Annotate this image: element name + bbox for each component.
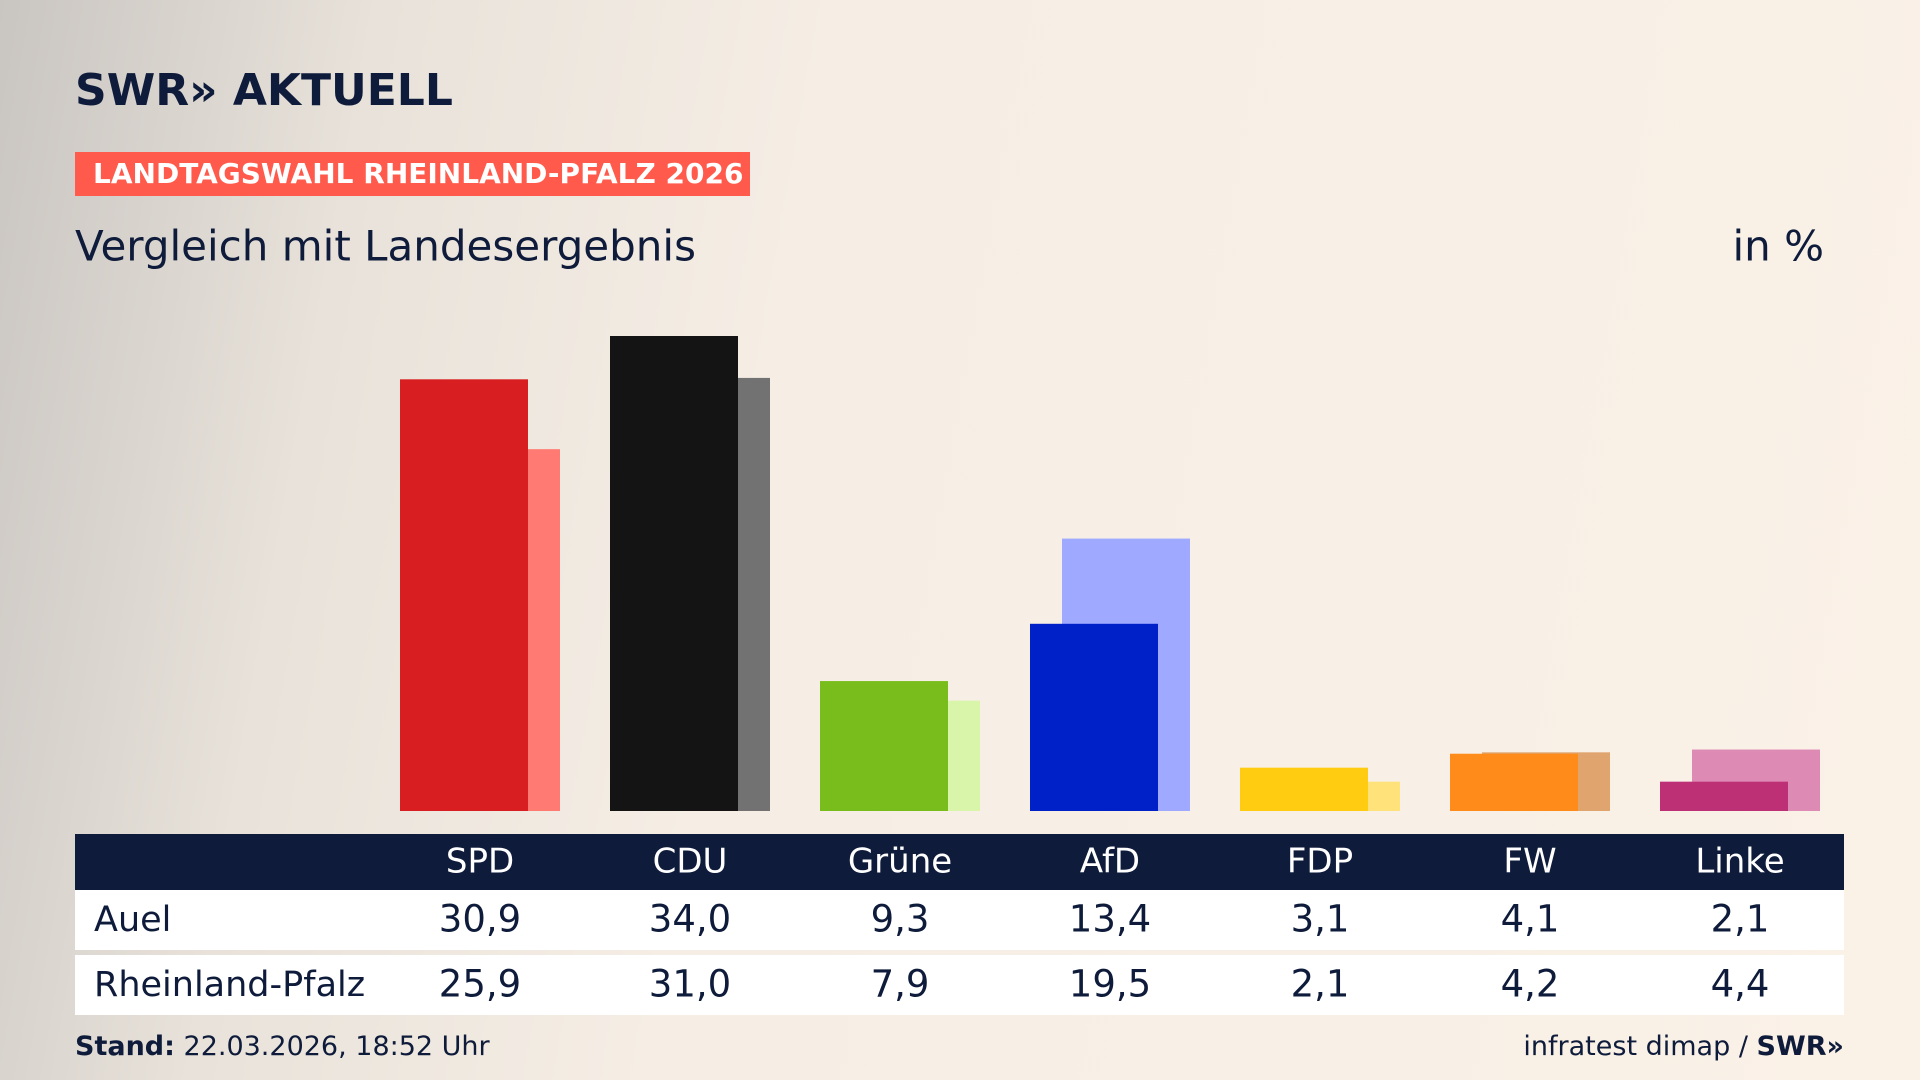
- value-label: 9,3: [871, 898, 930, 941]
- column-header: FDP: [1287, 842, 1353, 882]
- value-label: 4,2: [1501, 963, 1560, 1006]
- bar: [820, 681, 948, 811]
- legend-label: Auel: [94, 900, 171, 940]
- bar: [610, 336, 738, 811]
- value-label: 4,4: [1711, 963, 1770, 1006]
- value-label: 30,9: [439, 898, 521, 941]
- value-label: 2,1: [1711, 898, 1770, 941]
- badge-bg: [75, 152, 750, 196]
- bar: [1660, 781, 1788, 811]
- value-label: 2,1: [1291, 963, 1350, 1006]
- value-label: 3,1: [1291, 898, 1350, 941]
- bar: [1240, 767, 1368, 811]
- stand-label: Stand:: [75, 1031, 175, 1062]
- chart-title: Vergleich mit Landesergebnis: [75, 222, 696, 271]
- column-header: FW: [1503, 842, 1556, 882]
- table-row: [75, 955, 1844, 1015]
- badge: LANDTAGSWAHL RHEINLAND-PFALZ 2026: [93, 157, 743, 190]
- value-label: 13,4: [1069, 898, 1151, 941]
- column-header: AfD: [1080, 842, 1140, 882]
- table-row: [75, 890, 1844, 950]
- source-logo: SWR»: [1757, 1031, 1844, 1062]
- source: infratest dimap / SWR»: [1523, 1031, 1844, 1062]
- column-header: Linke: [1695, 842, 1784, 882]
- table-header: [75, 834, 1844, 890]
- unit: in %: [1732, 222, 1824, 271]
- logo: SWR» AKTUELL: [75, 65, 453, 116]
- value-label: 19,5: [1069, 963, 1151, 1006]
- bar: [1030, 623, 1158, 811]
- value-label: 4,1: [1501, 898, 1560, 941]
- column-header: Grüne: [848, 842, 952, 882]
- value-label: 25,9: [439, 963, 521, 1006]
- source-text: infratest dimap /: [1523, 1031, 1748, 1062]
- value-label: 34,0: [649, 898, 731, 941]
- legend-label: Rheinland-Pfalz: [94, 965, 365, 1005]
- bar: [400, 379, 528, 811]
- stand-value: 22.03.2026, 18:52 Uhr: [184, 1031, 491, 1062]
- stand: Stand: 22.03.2026, 18:52 Uhr: [75, 1031, 491, 1062]
- value-label: 31,0: [649, 963, 731, 1006]
- bar: [1450, 753, 1578, 811]
- column-header: CDU: [653, 842, 728, 882]
- value-label: 7,9: [871, 963, 930, 1006]
- column-header: SPD: [446, 842, 514, 882]
